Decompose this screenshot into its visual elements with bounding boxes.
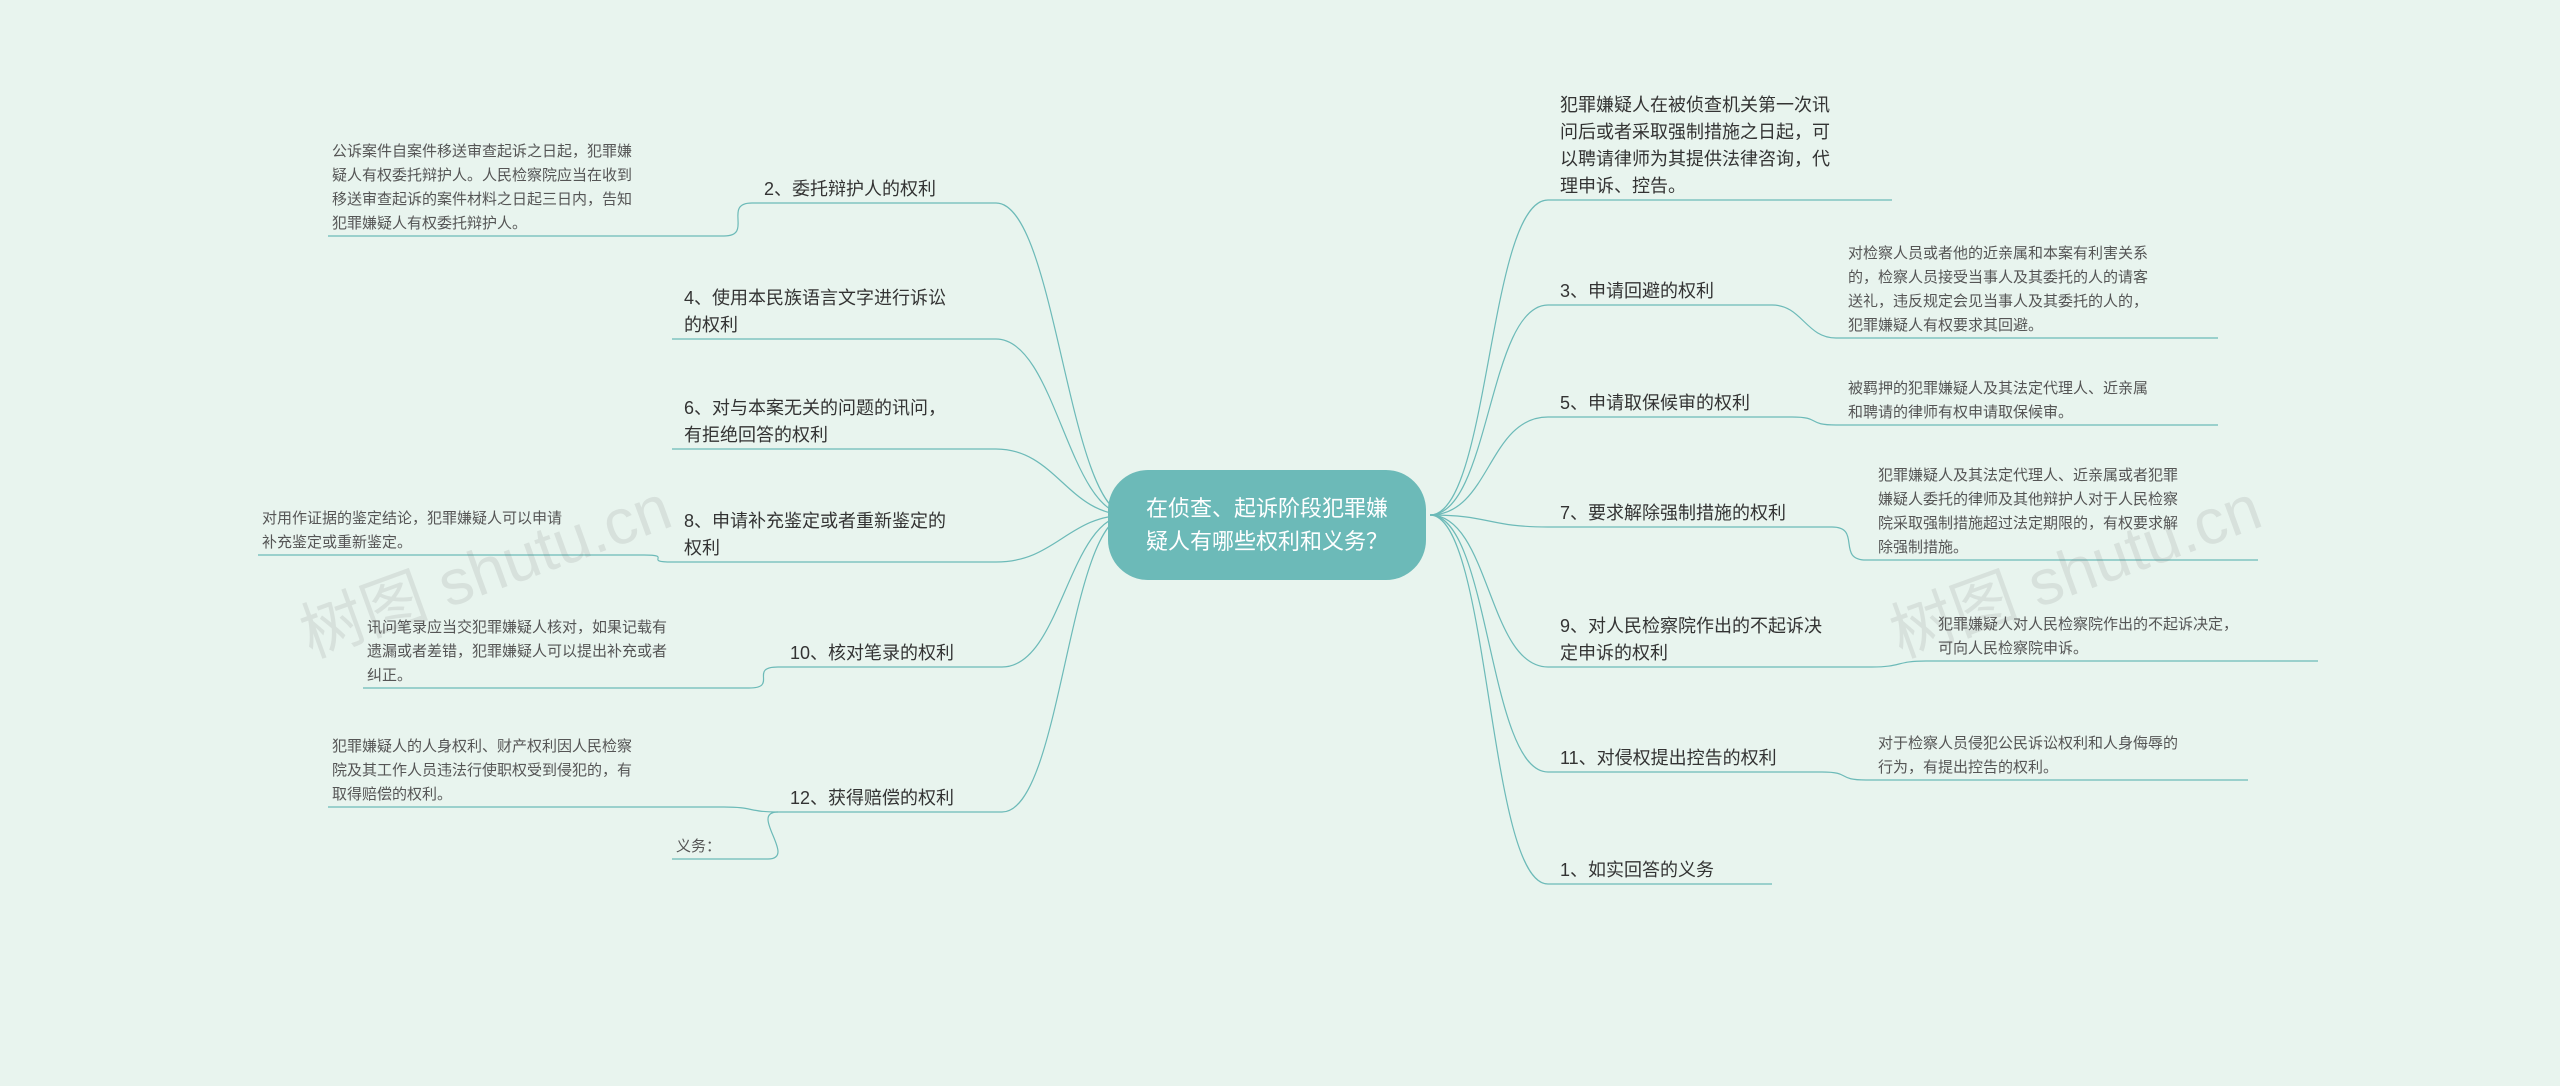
branch-left-5: 12、获得赔偿的权利 [790, 785, 990, 812]
leaf-left-5-1: 义务： [676, 835, 756, 859]
leaf-right-4-0: 犯罪嫌疑人对人民检察院作出的不起诉决定，可向人民检察院申诉。 [1938, 613, 2318, 661]
branch-right-5: 11、对侵权提出控告的权利 [1560, 745, 1810, 772]
leaf-right-1-0: 对检察人员或者他的近亲属和本案有利害关系的，检察人员接受当事人及其委托的人的请客… [1848, 242, 2218, 338]
branch-left-2: 6、对与本案无关的问题的讯问，有拒绝回答的权利 [684, 395, 984, 449]
branch-right-6: 1、如实回答的义务 [1560, 857, 1760, 884]
center-line2: 疑人有哪些权利和义务？ [1146, 529, 1388, 554]
center-line1: 在侦查、起诉阶段犯罪嫌 [1146, 496, 1388, 521]
leaf-left-0-0: 公诉案件自案件移送审查起诉之日起，犯罪嫌疑人有权委托辩护人。人民检察院应当在收到… [332, 140, 712, 236]
leaf-right-5-0: 对于检察人员侵犯公民诉讼权利和人身侮辱的行为，有提出控告的权利。 [1878, 732, 2248, 780]
branch-left-3: 8、申请补充鉴定或者重新鉴定的权利 [684, 508, 984, 562]
branch-left-0: 2、委托辩护人的权利 [764, 176, 984, 203]
leaf-right-3-0: 犯罪嫌疑人及其法定代理人、近亲属或者犯罪嫌疑人委托的律师及其他辩护人对于人民检察… [1878, 464, 2258, 560]
center-node: 在侦查、起诉阶段犯罪嫌 疑人有哪些权利和义务？ [1108, 470, 1426, 580]
leaf-left-4-0: 讯问笔录应当交犯罪嫌疑人核对，如果记载有遗漏或者差错，犯罪嫌疑人可以提出补充或者… [367, 616, 737, 688]
branch-left-1: 4、使用本民族语言文字进行诉讼的权利 [684, 285, 984, 339]
branch-right-3: 7、要求解除强制措施的权利 [1560, 500, 1820, 527]
branch-right-4: 9、对人民检察院作出的不起诉决定申诉的权利 [1560, 613, 1860, 667]
leaf-left-3-0: 对用作证据的鉴定结论，犯罪嫌疑人可以申请补充鉴定或重新鉴定。 [262, 507, 632, 555]
leaf-left-5-0: 犯罪嫌疑人的人身权利、财产权利因人民检察院及其工作人员违法行使职权受到侵犯的，有… [332, 735, 712, 807]
branch-left-4: 10、核对笔录的权利 [790, 640, 990, 667]
branch-right-1: 3、申请回避的权利 [1560, 278, 1760, 305]
leaf-right-2-0: 被羁押的犯罪嫌疑人及其法定代理人、近亲属和聘请的律师有权申请取保候审。 [1848, 377, 2218, 425]
branch-right-0: 犯罪嫌疑人在被侦查机关第一次讯问后或者采取强制措施之日起，可以聘请律师为其提供法… [1560, 92, 1880, 200]
branch-right-2: 5、申请取保候审的权利 [1560, 390, 1780, 417]
